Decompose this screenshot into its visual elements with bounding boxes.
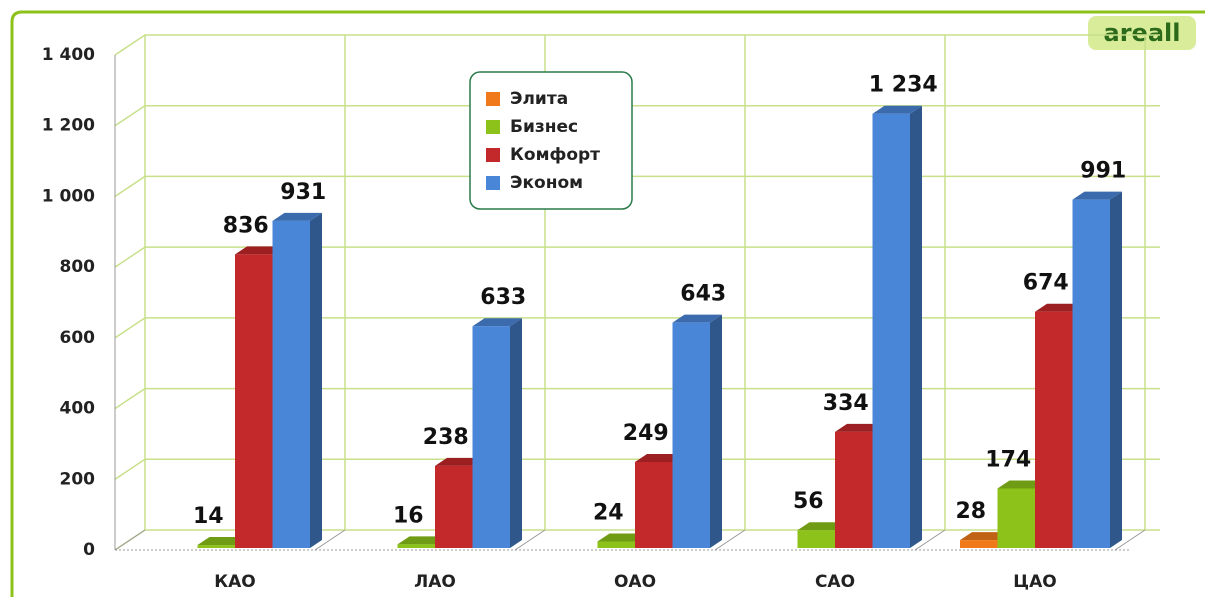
- legend-swatch: [486, 120, 500, 134]
- bar: [272, 212, 322, 548]
- bar-top: [597, 533, 647, 542]
- bar: [1072, 191, 1122, 548]
- x-tick-label: САО: [815, 572, 855, 592]
- grid-line: [114, 175, 1160, 198]
- bar-side: [510, 318, 522, 548]
- logo: areall: [1104, 19, 1181, 47]
- value-label: 931: [280, 180, 326, 205]
- bar-top: [272, 212, 322, 221]
- bar-top: [472, 318, 522, 327]
- bar-front: [235, 254, 273, 548]
- value-label: 334: [823, 391, 869, 416]
- x-tick-label: КАО: [214, 572, 256, 592]
- value-label: 991: [1080, 159, 1126, 184]
- value-label: 174: [985, 447, 1031, 472]
- bar-front: [835, 431, 873, 548]
- bar-front: [197, 545, 235, 548]
- y-tick-label: 200: [60, 469, 96, 489]
- bar-top: [235, 246, 285, 255]
- grid-line: [114, 104, 1160, 127]
- bar-top: [635, 453, 685, 462]
- value-label: 643: [680, 282, 726, 307]
- frame: [10, 10, 1205, 597]
- y-tick-label: 1 000: [42, 186, 95, 206]
- bar-front: [635, 461, 673, 548]
- bar-side: [1110, 191, 1122, 548]
- bar-front: [597, 541, 635, 548]
- legend-label: Комфорт: [510, 145, 600, 165]
- y-tick-label: 800: [60, 257, 96, 277]
- bar-front: [1035, 311, 1073, 548]
- bar-top: [797, 522, 847, 531]
- value-label: 14: [193, 504, 224, 529]
- x-tick-label: ЦАО: [1013, 572, 1056, 592]
- bar-top: [197, 537, 247, 546]
- value-label: 56: [793, 489, 824, 514]
- bar-top: [960, 532, 1010, 541]
- legend-label: Элита: [510, 89, 568, 109]
- value-label: 633: [480, 285, 526, 310]
- legend-swatch: [486, 148, 500, 162]
- legend-swatch: [486, 92, 500, 106]
- value-label: 238: [423, 425, 469, 450]
- y-tick-label: 1 400: [42, 45, 95, 65]
- bar-front: [672, 322, 710, 548]
- value-label: 24: [593, 501, 624, 526]
- value-label: 674: [1023, 271, 1069, 296]
- y-tick-label: 0: [83, 540, 95, 560]
- floor-line: [514, 529, 546, 551]
- floor-line: [114, 529, 146, 551]
- bar: [872, 105, 922, 548]
- y-tick-label: 400: [60, 399, 96, 419]
- value-label: 249: [623, 421, 669, 446]
- floor-line: [914, 529, 946, 551]
- bar-side: [910, 105, 922, 548]
- bar-front: [272, 220, 310, 548]
- legend: [469, 71, 633, 210]
- bar-top: [435, 457, 485, 466]
- bar-front: [960, 540, 998, 548]
- bar-top: [997, 480, 1047, 489]
- logo-badge: [1088, 16, 1196, 50]
- bar-top: [397, 536, 447, 545]
- bar-front: [472, 326, 510, 548]
- y-tick-label: 600: [60, 328, 96, 348]
- bar-front: [435, 465, 473, 548]
- bar-top: [1072, 191, 1122, 200]
- floor-line: [714, 529, 746, 551]
- value-label: 1 234: [869, 73, 938, 98]
- value-label: 28: [955, 499, 986, 524]
- bar: [472, 318, 522, 548]
- x-tick-label: ОАО: [614, 572, 656, 592]
- x-tick-label: ЛАО: [414, 572, 456, 592]
- bar-front: [397, 544, 435, 548]
- bar-side: [310, 212, 322, 548]
- bar-top: [672, 314, 722, 323]
- legend-swatch: [486, 176, 500, 190]
- bar-side: [710, 314, 722, 548]
- bar-front: [997, 488, 1035, 548]
- legend-label: Бизнес: [510, 117, 578, 137]
- legend-label: Эконом: [510, 173, 583, 193]
- bar-top: [1035, 303, 1085, 312]
- grid-line: [114, 34, 1160, 56]
- bar-top: [835, 423, 885, 432]
- bar-front: [1072, 199, 1110, 548]
- y-tick-label: 1 200: [42, 116, 95, 136]
- bar-front: [872, 113, 910, 548]
- value-label: 16: [393, 503, 424, 528]
- floor-line: [314, 529, 346, 551]
- floor-line: [1114, 529, 1146, 551]
- value-label: 836: [223, 213, 269, 238]
- bar-top: [872, 105, 922, 114]
- bar-front: [797, 530, 835, 548]
- bar: [672, 314, 722, 548]
